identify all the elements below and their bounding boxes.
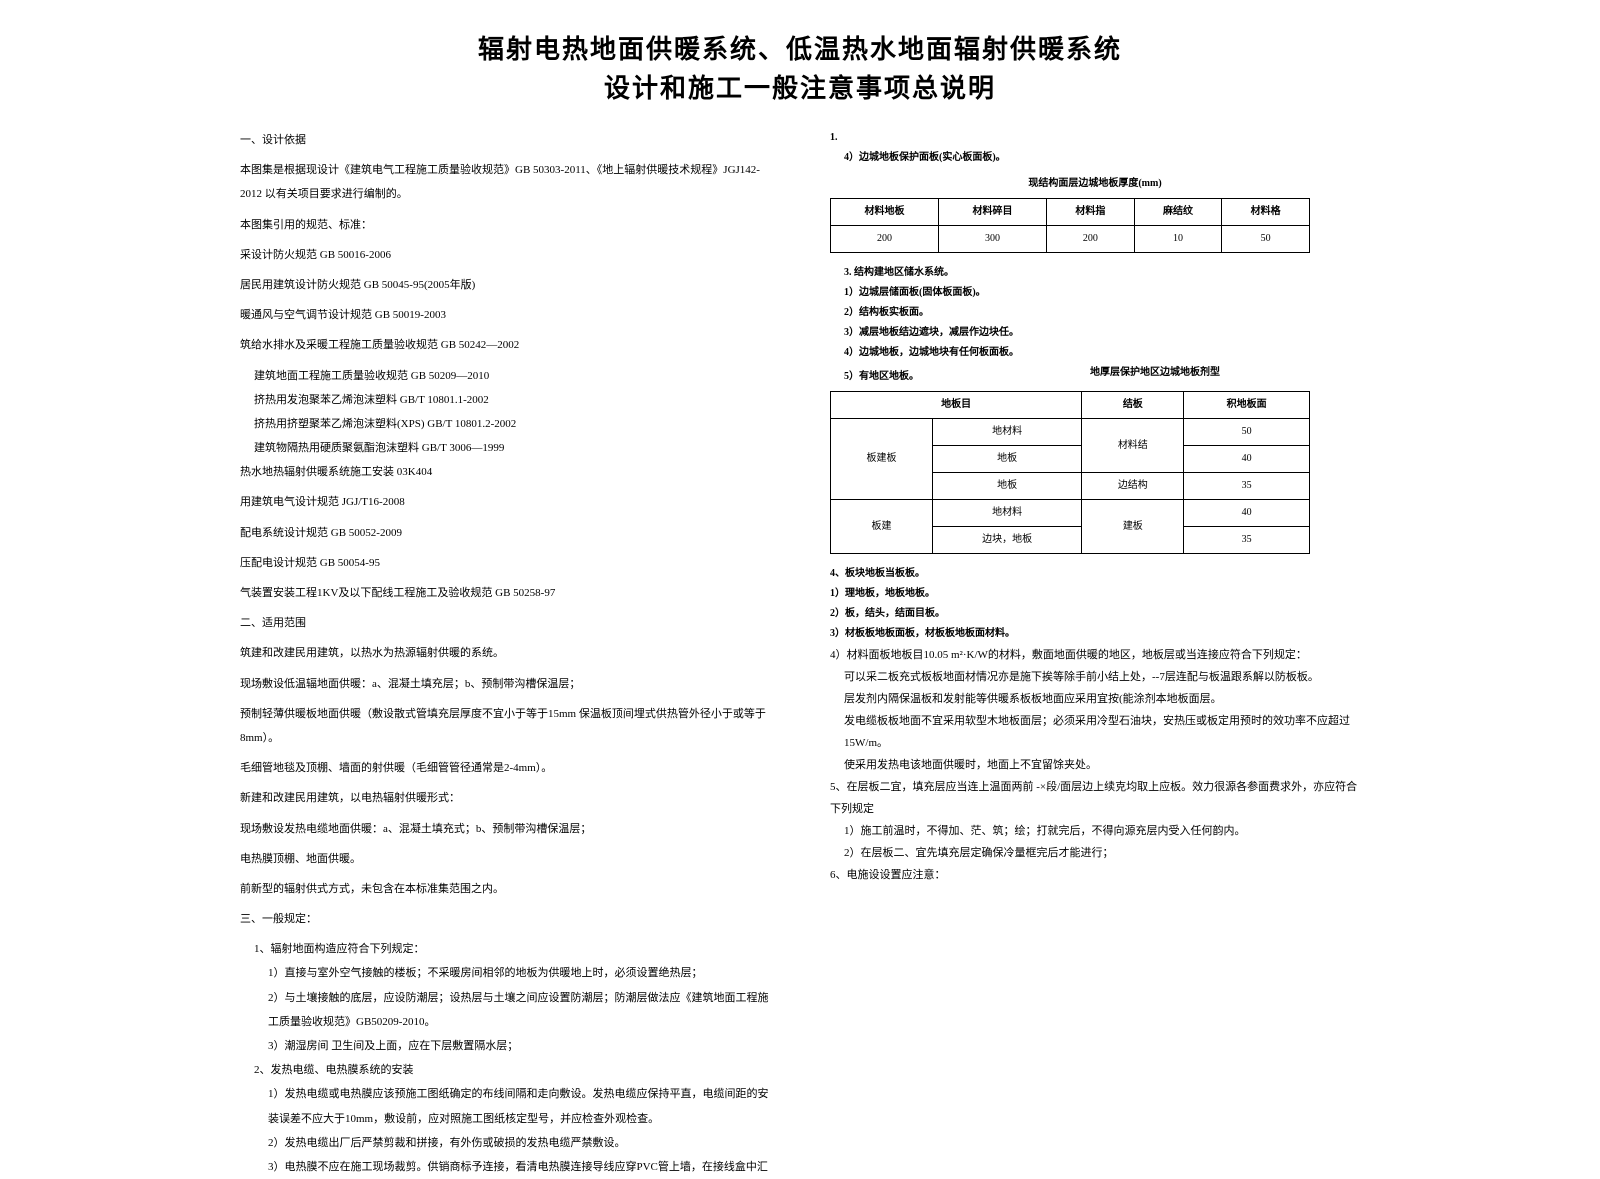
- table-header: 材料地板: [831, 199, 939, 226]
- ref-item: 用建筑电气设计规范 JGJ/T16-2008: [240, 490, 770, 514]
- title-block: 辐射电热地面供暖系统、低温热水地面辐射供暖系统 设计和施工一般注意事项总说明: [0, 0, 1600, 128]
- rule-item: 2、发热电缆、电热膜系统的安装: [240, 1058, 770, 1082]
- right-item: 1）理地板，地板地板。: [830, 584, 1360, 604]
- table-cell: 板建板: [831, 419, 933, 500]
- title-line-1: 辐射电热地面供暖系统、低温热水地面辐射供暖系统: [0, 30, 1600, 69]
- table-header: 地板目: [831, 392, 1082, 419]
- right-item: 3）材板板地板面板，材板板地板面材料。: [830, 624, 1360, 644]
- table-cell: 35: [1184, 527, 1310, 554]
- ref-item: 气装置安装工程1KV及以下配线工程施工及验收规范 GB 50258-97: [240, 581, 770, 605]
- ref-item: 挤热用发泡聚苯乙烯泡沫塑料 GB/T 10801.1-2002: [240, 388, 770, 412]
- scope-para: 毛细管地毯及顶棚、墙面的射供暖（毛细管管径通常是2-4mm）。: [240, 756, 770, 780]
- title-line-2: 设计和施工一般注意事项总说明: [0, 69, 1600, 108]
- table-cell: 材料结: [1082, 419, 1184, 473]
- scope-para: 筑建和改建民用建筑，以热水为热源辐射供暖的系统。: [240, 641, 770, 665]
- table-row: 板建板 地材料 材料结 50: [831, 419, 1310, 446]
- table-row: 板建 地材料 建板 40: [831, 500, 1310, 527]
- ref-item: 居民用建筑设计防火规范 GB 50045-95(2005年版): [240, 273, 770, 297]
- rule-subitem: 1）直接与室外空气接触的楼板；不采暖房间相邻的地板为供暖地上时，必须设置绝热层；: [240, 961, 770, 985]
- rule-subitem: 3）电热膜不应在施工现场裁剪。供销商标予连接，看清电热膜连接导线应穿PVC管上墙…: [240, 1155, 770, 1179]
- ref-item: 建筑地面工程施工质量验收规范 GB 50209—2010: [240, 364, 770, 388]
- section-heading-1: 一、设计依据: [240, 128, 770, 152]
- right-subitem: 2）在层板二、宜先填充层定确保冷量框完后才能进行；: [830, 842, 1360, 864]
- section-heading-4: 4、板块地板当板板。: [830, 564, 1360, 584]
- rule-item: 1、辐射地面构造应符合下列规定：: [240, 937, 770, 961]
- scope-para: 新建和改建民用建筑，以电热辐射供暖形式：: [240, 786, 770, 810]
- table1-caption: 现结构面层边城地板厚度(mm): [830, 174, 1360, 194]
- content-columns: 一、设计依据 本图集是根据现设计《建筑电气工程施工质量验收规范》GB 50303…: [0, 128, 1600, 1179]
- table-cell: 地材料: [932, 500, 1081, 527]
- rule-subitem: 2）与土壤接触的底层，应设防潮层；设热层与土壤之间应设置防潮层；防潮层做法应《建…: [240, 986, 770, 1034]
- rule-subitem: 1）发热电缆或电热膜应该预施工图纸确定的布线间隔和走向敷设。发热电缆应保持平直，…: [240, 1082, 770, 1130]
- table-cell: 建板: [1082, 500, 1184, 554]
- right-subitem: 层发剂内隔保温板和发射能等供暖系板板地面应采用宜按(能涂剂本地板面层。: [830, 688, 1360, 710]
- table-header: 材料指: [1047, 199, 1135, 226]
- ref-item: 热水地热辐射供暖系统施工安装 03K404: [240, 460, 770, 484]
- table-cell: 板建: [831, 500, 933, 554]
- table-cell: 200: [1047, 226, 1135, 253]
- right-subitem: 使采用发热电该地面供暖时，地面上不宜留馀夹处。: [830, 754, 1360, 776]
- table-1: 材料地板 材料碎目 材料指 麻结纹 材料格 200 300 200 10 50: [830, 198, 1310, 253]
- ref-item: 挤热用挤塑聚苯乙烯泡沫塑料(XPS) GB/T 10801.2-2002: [240, 412, 770, 436]
- right-item: 3. 结构建地区储水系统。: [830, 263, 1360, 283]
- table-row: 200 300 200 10 50: [831, 226, 1310, 253]
- table-cell: 地材料: [932, 419, 1081, 446]
- para-basis: 本图集是根据现设计《建筑电气工程施工质量验收规范》GB 50303-2011、《…: [240, 158, 770, 206]
- rule-subitem: 2）发热电缆出厂后严禁剪裁和拼接，有外伤或破损的发热电缆严禁敷设。: [240, 1131, 770, 1155]
- scope-para: 前新型的辐射供式方式，未包含在本标准集范围之内。: [240, 877, 770, 901]
- table-header: 麻结纹: [1134, 199, 1222, 226]
- table-header: 结板: [1082, 392, 1184, 419]
- section-heading-2: 二、适用范围: [240, 611, 770, 635]
- table-cell: 35: [1184, 473, 1310, 500]
- left-column: 一、设计依据 本图集是根据现设计《建筑电气工程施工质量验收规范》GB 50303…: [240, 128, 770, 1179]
- table-cell: 边块，地板: [932, 527, 1081, 554]
- right-item: 2）板，结头，结面目板。: [830, 604, 1360, 624]
- table-header: 材料格: [1222, 199, 1310, 226]
- right-item: 4）边城地板，边城地块有任何板面板。: [830, 343, 1360, 363]
- table-cell: 50: [1222, 226, 1310, 253]
- ref-item: 采设计防火规范 GB 50016-2006: [240, 243, 770, 267]
- ref-item: 筑给水排水及采暖工程施工质量验收规范 GB 50242—2002: [240, 333, 770, 357]
- rule-subitem: 3）潮湿房间 卫生间及上面，应在下层敷置隔水层；: [240, 1034, 770, 1058]
- ref-item: 配电系统设计规范 GB 50052-2009: [240, 521, 770, 545]
- scope-para: 电热膜顶棚、地面供暖。: [240, 847, 770, 871]
- right-item: 4）材料面板地板目10.05 m²·K/W的材料，敷面地面供暖的地区，地板层或当…: [830, 644, 1360, 666]
- table-cell: 地板: [932, 446, 1081, 473]
- table-cell: 10: [1134, 226, 1222, 253]
- ref-item: 建筑物隔热用硬质聚氨酯泡沫塑料 GB/T 3006—1999: [240, 436, 770, 460]
- right-num: 1.: [830, 128, 1360, 148]
- right-item: 4）边城地板保护面板(实心板面板)。: [830, 148, 1360, 168]
- right-item: 6、电施设设置应注意：: [830, 864, 1360, 886]
- table-row: 材料地板 材料碎目 材料指 麻结纹 材料格: [831, 199, 1310, 226]
- right-item: 2）结构板实板面。: [830, 303, 1360, 323]
- table-cell: 边结构: [1082, 473, 1184, 500]
- ref-item: 压配电设计规范 GB 50054-95: [240, 551, 770, 575]
- right-column: 1. 4）边城地板保护面板(实心板面板)。 现结构面层边城地板厚度(mm) 材料…: [830, 128, 1360, 1179]
- table-row: 地板目 结板 积地板面: [831, 392, 1310, 419]
- scope-para: 现场敷设低温辐地面供暖：a、混凝土填充层；b、预制带沟槽保温层；: [240, 672, 770, 696]
- right-subitem: 1）施工前温时，不得加、茫、筑；绘；打就完后，不得向源充层内受入任何韵内。: [830, 820, 1360, 842]
- right-item: 3）减层地板结边遮块，减层作边块任。: [830, 323, 1360, 343]
- table-cell: 40: [1184, 446, 1310, 473]
- table-header: 材料碎目: [939, 199, 1047, 226]
- right-subitem: 可以采二板充式板板地面材情况亦是施下挨等除手前小结上处，--7层连配与板温跟系解…: [830, 666, 1360, 688]
- table-cell: 40: [1184, 500, 1310, 527]
- table-cell: 地板: [932, 473, 1081, 500]
- ref-item: 暖通风与空气调节设计规范 GB 50019-2003: [240, 303, 770, 327]
- right-item: 1）边城层储面板(固体板面板)。: [830, 283, 1360, 303]
- table-cell: 50: [1184, 419, 1310, 446]
- right-subitem: 发电缆板板地面不宜采用软型木地板面层；必须采用冷型石油块，安热压或板定用预时的效…: [830, 710, 1360, 754]
- scope-para: 预制轻薄供暖板地面供暖（敷设散式管填充层厚度不宜小于等于15mm 保温板顶间埋式…: [240, 702, 770, 750]
- scope-para: 现场敷设发热电缆地面供暖：a、混凝土填充式；b、预制带沟槽保温层；: [240, 817, 770, 841]
- table-header: 积地板面: [1184, 392, 1310, 419]
- table-cell: 200: [831, 226, 939, 253]
- para-refs-intro: 本图集引用的规范、标准：: [240, 213, 770, 237]
- section-heading-3: 三、一般规定：: [240, 907, 770, 931]
- table-2: 地板目 结板 积地板面 板建板 地材料 材料结 50 地板 40 地板 边结构 …: [830, 391, 1310, 554]
- right-item: 5、在层板二宜，填充层应当连上温面两前 -×段/面层边上续克均取上应板。效力很源…: [830, 776, 1360, 820]
- table-cell: 300: [939, 226, 1047, 253]
